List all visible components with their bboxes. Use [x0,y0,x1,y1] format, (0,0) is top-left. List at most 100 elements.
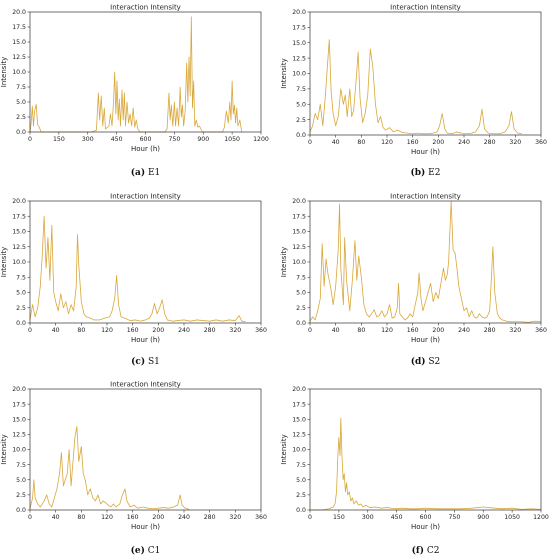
series-line [29,215,246,323]
panel-e2: Interaction Intensity 0 40 80 120 160 200 240 28… [280,4,547,179]
x-tick-label: 120 [381,139,393,146]
x-tick-label: 40 [52,327,60,334]
series-line [310,417,542,511]
x-axis-label: Hour (h) [131,523,160,531]
x-tick-label: 300 [82,136,94,143]
caption-name: S2 [426,357,441,367]
panel-c1: Interaction Intensity 0 40 80 120 160 200 240 28… [0,381,267,557]
x-tick-label: 200 [152,327,164,334]
y-axis-label: Intensity [0,247,8,277]
x-tick-label: 0 [28,514,32,521]
y-tick-label: 7.5 [296,462,306,469]
caption-name: C1 [145,546,160,556]
plot-frame [309,200,542,324]
y-tick-label: 7.5 [16,462,26,469]
x-tick-label: 0 [308,514,312,521]
panel-caption: (e) C1 [131,545,161,556]
y-tick-label: 0.0 [16,320,26,327]
y-tick-label: 12.5 [12,54,26,61]
x-tick-label: 280 [204,327,216,334]
y-tick-label: 5.0 [296,290,306,297]
y-tick-label: 17.5 [292,25,306,32]
y-tick-label: 2.5 [296,492,306,499]
y-tick-label: 10.0 [12,447,26,454]
x-tick-label: 160 [407,327,419,334]
x-tick-label: 200 [152,514,164,521]
y-tick-label: 2.5 [16,492,26,499]
x-tick-label: 320 [229,327,241,334]
y-tick-label: 12.5 [12,432,26,439]
x-tick-label: 150 [333,514,345,521]
x-axis-label: Hour (h) [131,145,160,153]
y-tick-label: 12.5 [292,244,306,251]
panel-e1: Interaction Intensity 0 150 300 450 600 750 900… [0,4,269,179]
x-tick-label: 80 [357,327,365,334]
y-tick-label: 12.5 [12,244,26,251]
x-axis-label: Hour (h) [411,523,440,531]
x-tick-label: 0 [308,139,312,146]
caption-name: E1 [145,168,160,178]
x-tick-label: 240 [458,327,470,334]
panel-c2: 0 150 300 450 600 750 900 1050 1200 0.0 2.5 5.0 7.5 1… [280,386,549,556]
x-tick-label: 1050 [504,514,520,521]
x-tick-label: 320 [229,514,241,521]
x-tick-label: 80 [357,139,365,146]
x-tick-label: 750 [448,514,460,521]
y-tick-label: 20.0 [12,386,26,393]
x-tick-label: 900 [477,514,489,521]
caption-letter: (b) [411,167,426,178]
y-tick-label: 15.0 [12,229,26,236]
x-tick-label: 750 [168,136,180,143]
x-tick-label: 120 [101,514,113,521]
caption-letter: (c) [131,356,145,367]
panel-caption: (b) E2 [411,167,441,178]
plot-frame [29,388,262,511]
y-tick-label: 0.0 [296,507,306,514]
x-tick-label: 320 [509,327,521,334]
panel-caption: (f) C2 [412,545,440,556]
caption-name: E2 [425,168,440,178]
x-tick-label: 450 [391,514,403,521]
y-tick-label: 7.5 [296,274,306,281]
x-tick-label: 900 [197,136,209,143]
y-tick-label: 17.5 [292,213,306,220]
caption-letter: (a) [131,167,145,178]
chart-title: Interaction Intensity [110,4,181,12]
x-tick-label: 450 [111,136,123,143]
y-tick-label: 5.0 [16,290,26,297]
caption-letter: (f) [412,545,424,556]
x-tick-label: 40 [332,327,340,334]
y-tick-label: 7.5 [16,274,26,281]
chart-title: Interaction Intensity [110,381,181,389]
y-tick-label: 15.0 [292,40,306,47]
series-line [309,39,522,135]
x-tick-label: 40 [52,514,60,521]
y-tick-label: 5.0 [16,99,26,106]
caption-letter: (e) [131,545,145,556]
y-tick-label: 17.5 [12,24,26,31]
series-line [29,16,243,133]
y-tick-label: 10.0 [292,447,306,454]
y-tick-label: 15.0 [12,39,26,46]
x-tick-label: 360 [255,514,267,521]
y-tick-label: 10.0 [12,259,26,266]
x-tick-label: 240 [178,514,190,521]
y-tick-label: 20.0 [12,9,26,16]
y-axis-label: Intensity [280,58,288,88]
panel-s2: Interaction Intensity 0 40 80 120 160 200 240 28… [280,193,547,368]
x-tick-label: 360 [535,139,547,146]
panel-caption: (d) S2 [411,356,441,367]
x-tick-label: 160 [127,514,139,521]
y-tick-label: 0.0 [16,507,26,514]
y-tick-label: 5.0 [16,477,26,484]
x-tick-label: 80 [77,327,85,334]
x-tick-label: 0 [28,327,32,334]
x-tick-label: 160 [407,139,419,146]
x-tick-label: 280 [204,514,216,521]
x-tick-label: 1200 [533,514,549,521]
x-tick-label: 0 [308,327,312,334]
y-tick-label: 10.0 [292,259,306,266]
x-tick-label: 1050 [224,136,240,143]
x-tick-label: 1200 [253,136,269,143]
y-tick-label: 10.0 [12,69,26,76]
